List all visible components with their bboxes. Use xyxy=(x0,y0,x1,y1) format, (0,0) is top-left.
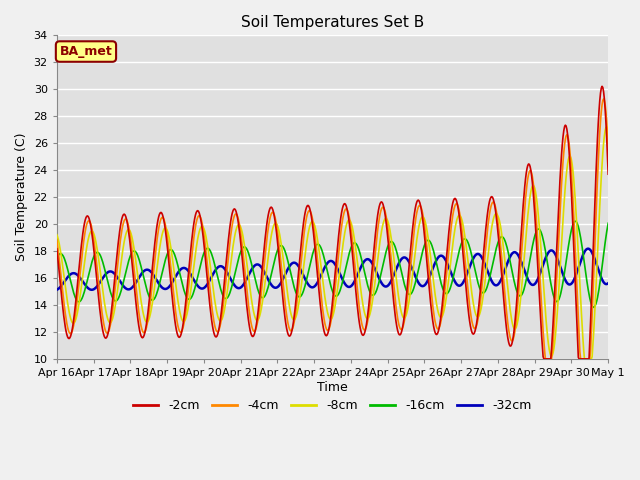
Line: -32cm: -32cm xyxy=(57,249,608,290)
Text: BA_met: BA_met xyxy=(60,45,113,58)
-16cm xyxy=(174,263,182,268)
Legend: -2cm, -4cm, -8cm, -16cm, -32cm: -2cm, -4cm, -8cm, -16cm, -32cm xyxy=(129,395,537,418)
-8cm xyxy=(432,297,440,303)
-32cm xyxy=(324,260,332,265)
-4cm xyxy=(324,327,332,333)
-16cm xyxy=(378,268,385,274)
-2cm xyxy=(198,221,205,227)
-16cm xyxy=(432,258,440,264)
Line: -4cm: -4cm xyxy=(57,99,608,359)
-4cm xyxy=(600,96,607,102)
-16cm xyxy=(324,271,332,277)
-2cm xyxy=(324,330,332,336)
-16cm xyxy=(198,258,205,264)
-4cm xyxy=(53,237,61,243)
-8cm xyxy=(198,224,205,229)
-2cm xyxy=(604,171,612,177)
-2cm xyxy=(174,333,182,338)
-32cm xyxy=(604,280,612,286)
-32cm xyxy=(378,280,385,286)
Title: Soil Temperatures Set B: Soil Temperatures Set B xyxy=(241,15,424,30)
-16cm xyxy=(590,304,598,310)
-4cm xyxy=(198,218,205,224)
Line: -2cm: -2cm xyxy=(57,86,608,359)
Y-axis label: Soil Temperature (C): Soil Temperature (C) xyxy=(15,133,28,262)
X-axis label: Time: Time xyxy=(317,381,348,394)
-32cm xyxy=(554,257,561,263)
-2cm xyxy=(540,356,548,362)
-8cm xyxy=(324,311,332,317)
-8cm xyxy=(378,228,385,234)
-8cm xyxy=(580,356,588,362)
-8cm xyxy=(554,305,561,311)
-4cm xyxy=(174,323,182,328)
-16cm xyxy=(554,299,561,304)
-32cm xyxy=(432,258,440,264)
Line: -16cm: -16cm xyxy=(57,221,608,307)
-4cm xyxy=(604,144,612,150)
-4cm xyxy=(378,206,385,212)
-4cm xyxy=(555,241,563,247)
-32cm xyxy=(198,286,205,291)
-32cm xyxy=(53,287,61,293)
-2cm xyxy=(555,208,563,214)
-8cm xyxy=(53,232,61,238)
-4cm xyxy=(541,356,549,362)
-8cm xyxy=(603,124,611,130)
-2cm xyxy=(378,199,385,205)
-16cm xyxy=(53,255,61,261)
Line: -8cm: -8cm xyxy=(57,127,608,359)
-16cm xyxy=(572,218,579,224)
-4cm xyxy=(432,322,440,328)
-16cm xyxy=(604,220,612,226)
-2cm xyxy=(432,331,440,337)
-32cm xyxy=(584,246,592,252)
-2cm xyxy=(598,84,606,89)
-2cm xyxy=(53,246,61,252)
-32cm xyxy=(174,270,182,276)
-8cm xyxy=(604,129,612,135)
-8cm xyxy=(174,297,182,303)
